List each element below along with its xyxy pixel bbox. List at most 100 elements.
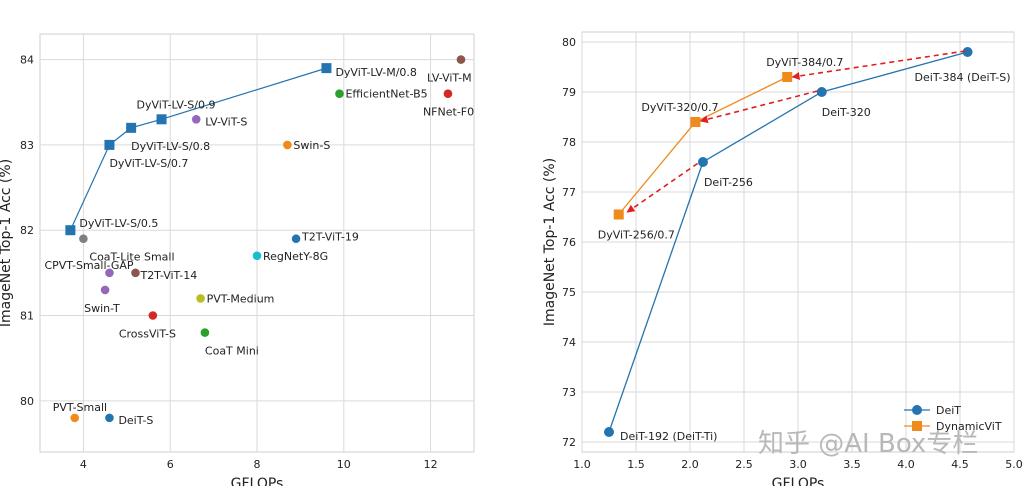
x-tick-label: 4	[80, 458, 87, 471]
label-dyvit-320-0-7: DyViT-320/0.7	[641, 101, 718, 114]
right-line-chart: 1.0 1.5 2.0 2.5 3.0 3.5 4.0 4.5 5.0 72 73 74 75 76 77 7…	[542, 31, 1023, 486]
y-tick-label: 84	[20, 54, 34, 67]
left-scatter-chart: 4 6 8 10 12 80 81 82 83 84 GFLOPs ImageNet Top-1 Ac…	[0, 33, 475, 486]
y-tick-label: 73	[562, 386, 576, 399]
legend-label-dynamicvit: DynamicViT	[936, 420, 1002, 433]
x-tick-label: 6	[167, 458, 174, 471]
marker-deit-320	[816, 87, 827, 97]
label-dyvit-lv-s-0-5: DyViT-LV-S/0.5	[79, 217, 158, 230]
x-axis-label: GFLOPs	[231, 476, 284, 486]
point-crossvit-s	[148, 311, 158, 320]
x-tick-label: 1.5	[627, 458, 645, 471]
point-t2t-vit-19	[291, 234, 301, 244]
legend-label-deit: DeiT	[936, 404, 961, 417]
point-pvt-small	[70, 413, 80, 423]
deit-series-line	[608, 51, 968, 433]
point-coat-mini	[200, 328, 210, 337]
y-tick-label: 79	[562, 86, 576, 99]
point-swin-s	[283, 140, 292, 150]
watermark: 知乎 @AI Box专栏	[758, 429, 978, 459]
x-tick-label: 5.0	[1005, 458, 1023, 471]
point-coat-lite-small	[79, 234, 88, 244]
marker-dyvit-lv-s-0-5	[65, 225, 76, 236]
label-pvt-small: PVT-Small	[53, 401, 107, 414]
x-tick-label: 2.0	[681, 458, 699, 471]
y-tick-label: 78	[562, 136, 576, 149]
y-tick-label: 80	[20, 395, 34, 408]
label-deit-s: DeiT-S	[118, 414, 153, 427]
y-tick-label: 80	[562, 36, 576, 49]
label-dyvit-384-0-7: DyViT-384/0.7	[766, 56, 843, 69]
y-tick-label: 83	[20, 139, 34, 152]
label-dyvit-lv-m-0-8: DyViT-LV-M/0.8	[335, 66, 416, 79]
x-tick-label: 2.5	[735, 458, 753, 471]
label-dyvit-256-0-7: DyViT-256/0.7	[598, 229, 675, 242]
y-tick-label: 75	[562, 286, 576, 299]
y-tick-label: 77	[562, 186, 576, 199]
x-axis-label: GFLOPs	[772, 476, 825, 486]
label-swin-s: Swin-S	[293, 139, 330, 152]
point-deit-s	[105, 413, 114, 423]
x-tick-label: 1.0	[573, 458, 591, 471]
x-tick-label: 4.0	[897, 458, 915, 471]
x-tick-label: 12	[424, 458, 438, 471]
point-pvt-medium	[196, 294, 205, 303]
label-deit-256: DeiT-256	[704, 176, 753, 189]
label-dyvit-lv-s-0-7: DyViT-LV-S/0.7	[109, 157, 188, 170]
marker-dyvit-lv-s-0-8	[126, 122, 137, 133]
label-regnety-8g: RegNetY-8G	[263, 250, 328, 263]
y-tick-label: 81	[20, 310, 34, 323]
marker-dyvit-320-0-7	[690, 117, 701, 127]
label-t2t-vit-14: T2T-ViT-14	[139, 269, 197, 282]
label-swin-t: Swin-T	[84, 302, 120, 315]
marker-deit-192-deit-ti	[604, 427, 614, 437]
label-crossvit-s: CrossViT-S	[119, 328, 176, 341]
label-coat-mini: CoaT Mini	[205, 345, 259, 358]
x-tick-label: 10	[337, 458, 351, 471]
point-t2t-vit-14	[131, 268, 140, 278]
y-tick-label: 74	[562, 336, 576, 349]
point-lv-vit-s	[191, 115, 201, 124]
label-cpvt-small-gap: CPVT-Small-GAP	[44, 259, 133, 272]
point-lv-vit-m	[456, 55, 466, 64]
x-tick-label: 3.5	[843, 458, 861, 471]
legend-marker-dynamicvit	[912, 421, 922, 431]
x-tick-label: 4.5	[951, 458, 969, 471]
legend: DeiT DynamicViT	[904, 404, 1002, 433]
y-tick-label: 82	[20, 224, 34, 237]
marker-deit-384-deit-s	[962, 47, 973, 57]
marker-dyvit-256-0-7	[613, 209, 624, 220]
marker-dyvit-lv-s-0-9	[156, 114, 167, 125]
dashed-arrow-1	[791, 50, 966, 80]
label-dyvit-lv-s-0-8: DyViT-LV-S/0.8	[131, 140, 210, 153]
label-deit-384-deit-s: DeiT-384 (DeiT-S)	[915, 71, 1011, 84]
point-nfnet-f0	[443, 89, 453, 99]
label-deit-320: DeiT-320	[822, 106, 871, 119]
y-axis-label: ImageNet Top-1 Acc (%)	[0, 159, 14, 327]
label-dyvit-lv-s-0-9: DyViT-LV-S/0.9	[137, 98, 216, 111]
legend-marker-deit	[912, 405, 922, 415]
marker-dyvit-384-0-7	[782, 72, 793, 82]
label-coat-lite-small: CoaT-Lite Small	[89, 251, 174, 264]
point-swin-t	[100, 285, 110, 295]
point-cpvt-small-gap	[105, 268, 114, 278]
label-lv-vit-s: LV-ViT-S	[205, 115, 247, 128]
y-axis-label: ImageNet Top-1 Acc (%)	[542, 158, 558, 326]
label-lv-vit-m: LV-ViT-M	[427, 72, 472, 85]
y-tick-label: 76	[562, 236, 576, 249]
x-tick-label: 3.0	[789, 458, 807, 471]
marker-dyvit-lv-s-0-7	[104, 139, 115, 150]
marker-dyvit-lv-m-0-8	[321, 63, 332, 74]
label-deit-192-deit-ti: DeiT-192 (DeiT-Ti)	[620, 430, 717, 443]
label-t2t-vit-19: T2T-ViT-19	[301, 231, 359, 244]
point-efficientnet-b5	[335, 89, 344, 99]
x-tick-label: 8	[254, 458, 261, 471]
label-efficientnet-b5: EfficientNet-B5	[345, 88, 427, 101]
dashed-arrow-2	[699, 90, 818, 124]
y-tick-label: 72	[562, 436, 576, 449]
label-nfnet-f0: NFNet-F0	[423, 106, 474, 119]
point-regnety-8g	[252, 251, 262, 261]
label-pvt-medium: PVT-Medium	[207, 292, 275, 305]
marker-deit-256	[697, 157, 708, 167]
